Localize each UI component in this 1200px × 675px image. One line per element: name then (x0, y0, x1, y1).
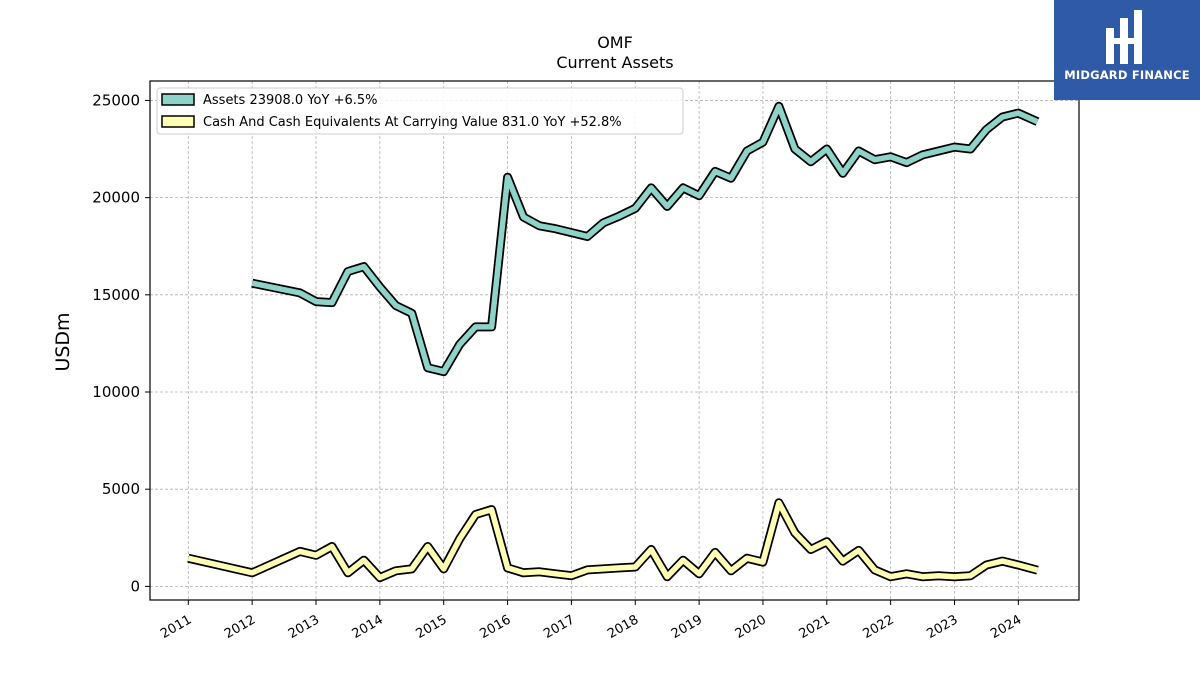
y-tick-label: 25000 (92, 91, 140, 109)
x-tick-label: 2013 (286, 612, 322, 642)
chart-subtitle: Current Assets (556, 53, 673, 72)
x-tick-label: 2022 (860, 612, 896, 642)
y-tick-label: 0 (130, 577, 140, 595)
y-axis-label: USDm (52, 312, 74, 371)
brand-mark-icon (1106, 10, 1142, 64)
x-tick-label: 2023 (924, 612, 960, 642)
x-tick-label: 2011 (158, 612, 194, 642)
x-tick-label: 2012 (222, 612, 258, 642)
legend-box (156, 87, 684, 135)
y-tick-label: 10000 (92, 383, 140, 401)
y-tick-label: 5000 (102, 480, 140, 498)
x-tick-label: 2018 (605, 612, 641, 642)
brand-name: MIDGARD FINANCE (1064, 68, 1190, 82)
x-tick-label: 2021 (797, 612, 833, 642)
x-tick-label: 2024 (988, 612, 1024, 642)
y-tick-label: 20000 (92, 189, 140, 207)
x-axis: 2011 2012 2013 2014 2015 2016 2017 2018 2019 2020… (158, 600, 1024, 642)
brand-logo: MIDGARD FINANCE (1054, 0, 1200, 100)
series-stroke (251, 103, 1039, 375)
x-tick-label: 2017 (541, 612, 577, 642)
series-layer (187, 101, 1040, 583)
series-stroke (187, 500, 1039, 581)
y-axis: 0 5000 10000 15000 20000 25000 (92, 91, 150, 595)
y-tick-label: 15000 (92, 286, 140, 304)
legend-entry-assets: Assets 23908.0 YoY +6.5% (203, 93, 378, 108)
x-tick-label: 2015 (414, 612, 450, 642)
series-outline (251, 101, 1040, 377)
series-line-1 (187, 498, 1039, 583)
x-tick-label: 2016 (477, 612, 513, 642)
series-line-0 (251, 101, 1040, 377)
legend: Assets 23908.0 YoY +6.5% Cash And Cash E… (156, 87, 684, 135)
grid (150, 81, 1079, 600)
chart-title: OMF (597, 33, 633, 52)
plot-frame (149, 80, 1080, 601)
x-tick-label: 2020 (733, 612, 769, 642)
x-tick-label: 2019 (669, 612, 705, 642)
legend-entry-cash: Cash And Cash Equivalents At Carrying Va… (203, 115, 622, 130)
legend-swatch-assets (161, 93, 195, 106)
x-tick-label: 2014 (350, 612, 386, 642)
legend-swatch-cash (161, 115, 195, 128)
